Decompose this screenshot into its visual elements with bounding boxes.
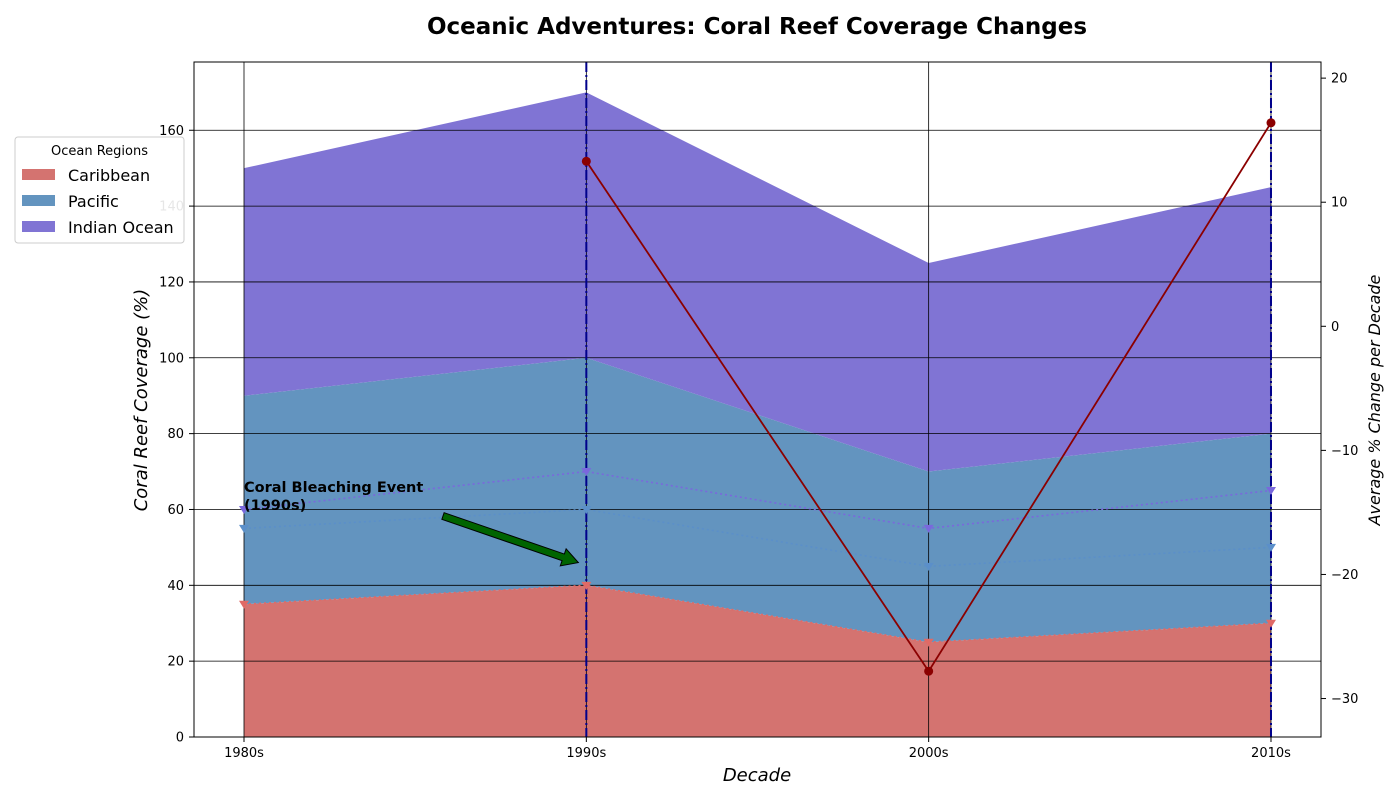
- legend-swatch-pacific: [22, 195, 55, 206]
- data-point-caribbean: [239, 600, 249, 609]
- y-tick-label: 40: [167, 579, 184, 594]
- area-pacific: [244, 357, 1271, 643]
- y-tick-label: 60: [167, 503, 184, 518]
- legend-label-caribbean: Caribbean: [68, 166, 150, 185]
- y2-tick-label: −10: [1331, 444, 1358, 459]
- legend-label-pacific: Pacific: [68, 192, 119, 211]
- legend-title: Ocean Regions: [51, 144, 148, 159]
- legend-label-indian-ocean: Indian Ocean: [68, 218, 174, 237]
- y2-tick-label: −20: [1331, 568, 1358, 583]
- data-point-indian-ocean: [923, 524, 934, 533]
- y-tick-label: 160: [159, 124, 184, 139]
- series-line-caribbean: [243, 584, 1272, 644]
- chart-title: Oceanic Adventures: Coral Reef Coverage …: [427, 14, 1087, 40]
- change-point: [924, 666, 934, 676]
- annotation-arrow-shape: [441, 512, 580, 567]
- data-point-pacific: [1265, 543, 1276, 552]
- y2-axis-label: Average % Change per Decade: [1365, 274, 1384, 526]
- series-line-pacific: [243, 508, 1272, 568]
- y-tick-label: 80: [167, 427, 184, 442]
- plot-frame: [193, 61, 1322, 738]
- data-point-indian-ocean: [239, 505, 249, 514]
- data-point-caribbean: [1265, 619, 1276, 628]
- y2-tick-label: −30: [1331, 692, 1358, 707]
- x-tick-label: 1990s: [566, 746, 606, 761]
- x-tick-label: 2000s: [909, 746, 949, 761]
- data-point-indian-ocean: [581, 468, 592, 477]
- plot-area: 020406080100120140160−30−20−10010201980s…: [159, 61, 1358, 761]
- legend: Ocean Regions Caribbean Pacific Indian Ocea…: [14, 136, 185, 244]
- data-point-indian-ocean: [1265, 487, 1276, 496]
- change-point: [581, 156, 591, 166]
- legend-swatch-indian-ocean: [22, 221, 55, 232]
- data-point-pacific: [923, 562, 934, 571]
- data-point-pacific: [239, 524, 249, 533]
- change-point: [1266, 118, 1276, 128]
- y-tick-label: 20: [167, 655, 184, 670]
- legend-swatch-caribbean: [22, 169, 55, 180]
- annotation-arrow: [441, 512, 580, 567]
- x-axis-label: Decade: [723, 765, 791, 786]
- annotation-text: Coral Bleaching Event (1990s): [244, 480, 423, 514]
- y-tick-label: 100: [159, 351, 184, 366]
- x-tick-label: 2010s: [1251, 746, 1291, 761]
- data-point-pacific: [581, 505, 592, 514]
- legend-box: [14, 136, 185, 244]
- y2-tick-label: 10: [1331, 196, 1348, 211]
- y-axis-label: Coral Reef Coverage (%): [131, 289, 152, 512]
- x-tick-label: 1980s: [224, 746, 264, 761]
- data-point-caribbean: [923, 638, 934, 647]
- y-tick-label: 120: [159, 275, 184, 290]
- y2-tick-label: 0: [1331, 320, 1339, 335]
- y-tick-label: 0: [176, 731, 184, 746]
- y2-tick-label: 20: [1331, 72, 1348, 87]
- data-point-caribbean: [581, 581, 592, 590]
